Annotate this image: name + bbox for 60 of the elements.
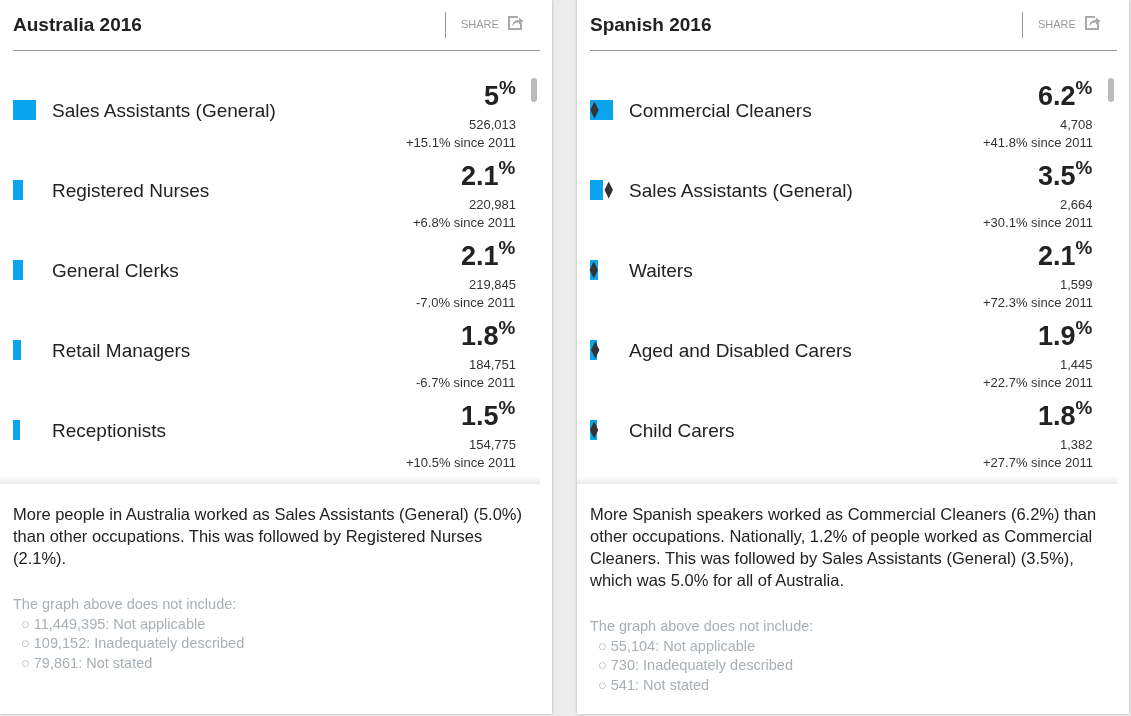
text: SHARE xyxy=(1038,18,1076,30)
text: -7.0% since 2011 xyxy=(416,295,516,310)
data-label: 1.8$^{%}$ xyxy=(1038,397,1093,432)
bar xyxy=(590,180,604,200)
data-label: 2.1$^{%}$ xyxy=(1038,237,1093,272)
text: 2,664 xyxy=(1060,197,1093,212)
text: The graph above does not include: xyxy=(590,617,815,636)
data-label: 2.1$^{%}$ xyxy=(461,237,516,272)
text: Australia 2016 xyxy=(13,14,142,36)
text: ○ 79,861: Not stated xyxy=(21,653,154,673)
bar xyxy=(13,340,22,360)
y-tick-label: Sales Assistants (General) xyxy=(52,99,276,121)
text: +10.5% since 2011 xyxy=(406,455,516,470)
bar xyxy=(13,260,23,280)
bar xyxy=(13,420,20,440)
y-tick-label: Receptionists xyxy=(52,419,167,441)
text: 526,013 xyxy=(469,117,516,132)
data-label: 1.5$^{%}$ xyxy=(461,397,516,432)
text: +15.1% since 2011 xyxy=(406,135,516,150)
y-tick-label: Registered Nurses xyxy=(52,179,210,201)
text: -6.7% since 2011 xyxy=(416,375,516,390)
bar xyxy=(13,100,37,120)
text: More Spanish speakers worked as Commercial Cleaners (6.2%) than other occupations. Nationally, 1.2% of people worked as Commercial Cleaners. This was followed by Sales Assistants (General) (3.5%), which was 5.0% for all of Australia. xyxy=(590,504,1098,591)
bar xyxy=(13,180,23,200)
text: +27.7% since 2011 xyxy=(983,455,1093,470)
text: 1,599 xyxy=(1060,277,1093,292)
text: 4,708 xyxy=(1060,117,1093,132)
data-label: 2.1$^{%}$ xyxy=(461,157,516,192)
data-label: 1.9$^{%}$ xyxy=(1038,317,1093,352)
text: +22.7% since 2011 xyxy=(983,375,1093,390)
text: 220,981 xyxy=(469,197,516,212)
text: ○ 11,449,395: Not applicable xyxy=(21,614,207,634)
data-label: 5$^{%}$ xyxy=(484,77,517,112)
y-tick-label: General Clerks xyxy=(52,259,179,281)
text: 1,445 xyxy=(1060,357,1093,372)
text: ○ 730: Inadequately described xyxy=(598,656,794,675)
y-tick-label: Commercial Cleaners xyxy=(629,99,812,121)
text: 154,775 xyxy=(469,437,516,452)
text: ○ 109,152: Inadequately described xyxy=(21,634,246,653)
text: 184,751 xyxy=(469,357,516,372)
text: The graph above does not include: xyxy=(13,595,238,614)
y-tick-label: Retail Managers xyxy=(52,339,191,361)
y-tick-label: Waiters xyxy=(629,259,693,281)
text: SHARE xyxy=(461,18,499,30)
text: More people in Australia worked as Sales Assistants (General) (5.0%) than other occupations. This was followed by Registered Nurses (2.1%). xyxy=(13,504,523,569)
text: +30.1% since 2011 xyxy=(983,215,1093,230)
data-label: 3.5$^{%}$ xyxy=(1038,157,1093,192)
text: ○ 541: Not stated xyxy=(598,675,711,695)
chart-title: Spanish 2016 xyxy=(590,14,712,36)
text: 1,382 xyxy=(1060,437,1093,452)
text: +6.8% since 2011 xyxy=(413,215,516,230)
y-tick-label: Aged and Disabled Carers xyxy=(629,339,852,361)
data-label: 1.8$^{%}$ xyxy=(461,317,516,352)
text: 219,845 xyxy=(469,277,516,292)
y-tick-label: Child Carers xyxy=(629,419,735,441)
data-label: 6.2$^{%}$ xyxy=(1038,77,1093,112)
text: +72.3% since 2011 xyxy=(983,295,1093,310)
text: +41.8% since 2011 xyxy=(983,135,1093,150)
y-tick-label: Sales Assistants (General) xyxy=(629,179,853,201)
text: ○ 55,104: Not applicable xyxy=(598,636,757,656)
